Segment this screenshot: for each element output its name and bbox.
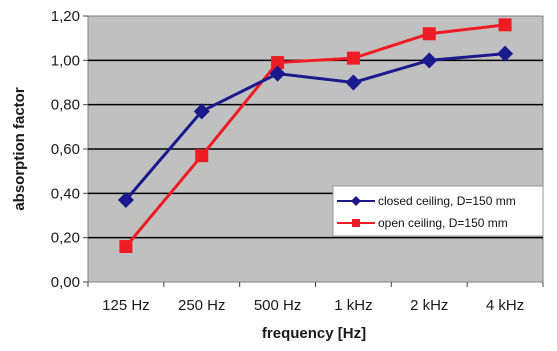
x-axis-ticks: 125 Hz 250 Hz 500 Hz 1 kHz 2 kHz 4 kHz bbox=[87, 282, 544, 314]
data-point bbox=[497, 45, 514, 62]
data-point bbox=[269, 65, 286, 82]
series-open-ceiling bbox=[119, 18, 512, 254]
x-tick-label: 4 kHz bbox=[486, 297, 524, 314]
y-tick-label: 0,60 bbox=[51, 141, 80, 158]
data-point bbox=[195, 149, 209, 163]
data-point bbox=[117, 191, 134, 208]
x-tick-label: 250 Hz bbox=[178, 297, 226, 314]
y-tick-label: 1,20 bbox=[51, 8, 80, 25]
series-closed-ceiling bbox=[117, 45, 514, 208]
data-point bbox=[422, 27, 436, 41]
data-point bbox=[421, 52, 438, 69]
y-axis-title: absorption factor bbox=[11, 87, 28, 211]
series-line bbox=[124, 52, 506, 201]
y-tick-label: 0,40 bbox=[51, 185, 80, 202]
y-tick-label: 1,00 bbox=[51, 52, 80, 69]
legend-marker-open bbox=[352, 219, 360, 227]
y-axis-ticks: 0,00 0,20 0,40 0,60 0,80 1,00 1,20 bbox=[51, 8, 88, 291]
legend-label-closed: closed ceiling, D=150 mm bbox=[378, 194, 516, 208]
legend: closed ceiling, D=150 mm open ceiling, D… bbox=[332, 185, 544, 237]
x-tick-label: 125 Hz bbox=[102, 297, 150, 314]
y-tick-label: 0,00 bbox=[51, 274, 80, 291]
x-axis-title: frequency [Hz] bbox=[262, 325, 366, 342]
data-point bbox=[271, 56, 285, 70]
y-tick-label: 0,20 bbox=[51, 230, 80, 247]
x-tick-label: 1 kHz bbox=[334, 297, 372, 314]
data-point bbox=[345, 74, 362, 91]
data-point bbox=[498, 18, 512, 32]
x-tick-label: 2 kHz bbox=[410, 297, 448, 314]
series-line bbox=[124, 23, 506, 248]
legend-marker-closed bbox=[351, 196, 361, 206]
data-point bbox=[346, 51, 360, 65]
series-layer bbox=[117, 18, 514, 254]
data-point bbox=[119, 240, 133, 254]
legend-box bbox=[332, 185, 544, 237]
x-tick-label: 500 Hz bbox=[254, 297, 302, 314]
legend-label-open: open ceiling, D=150 mm bbox=[378, 216, 508, 230]
data-point bbox=[193, 103, 210, 120]
y-tick-label: 0,80 bbox=[51, 97, 80, 114]
